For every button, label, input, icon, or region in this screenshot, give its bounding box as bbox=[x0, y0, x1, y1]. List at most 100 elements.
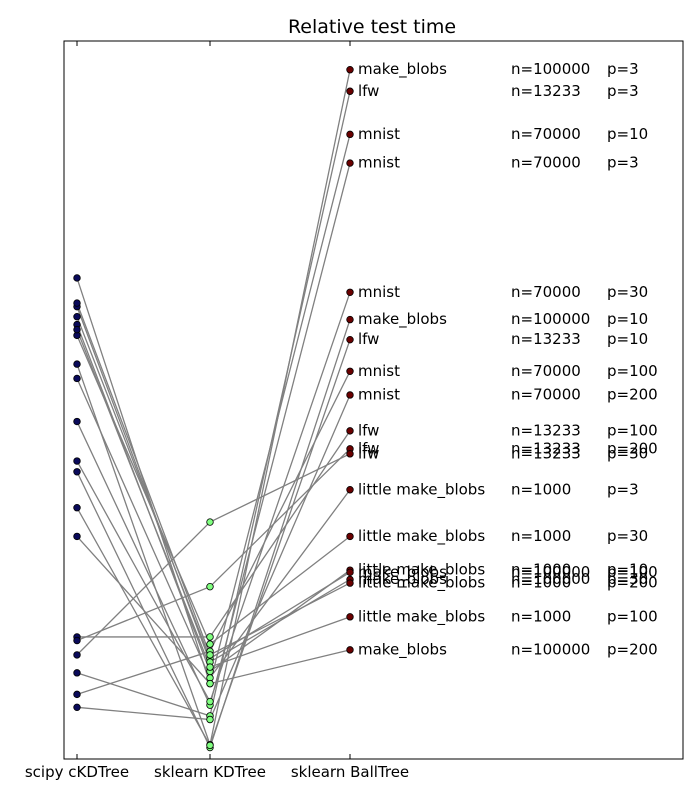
row-label-n-0: n=100000 bbox=[511, 60, 590, 78]
row-label-n-2: n=70000 bbox=[511, 125, 581, 143]
data-point-0-2 bbox=[346, 66, 354, 74]
data-point-19-2 bbox=[346, 646, 354, 654]
data-point-18-1 bbox=[206, 663, 214, 671]
row-label-p-17: p=200 bbox=[607, 574, 658, 592]
x-tick-label-1: sklearn KDTree bbox=[154, 763, 266, 781]
data-point-18-0 bbox=[73, 325, 81, 334]
x-axis-ticks: scipy cKDTree sklearn KDTree sklearn BallT… bbox=[25, 41, 409, 781]
row-label-p-15: p=100 bbox=[607, 563, 658, 581]
row-label-p-9: p=100 bbox=[607, 421, 658, 439]
row-label-name-18: little make_blobs bbox=[358, 607, 485, 626]
data-point-2-0 bbox=[73, 532, 81, 541]
row-label-p-10: p=200 bbox=[607, 439, 658, 457]
row-label-name-3: mnist bbox=[358, 154, 400, 172]
row-label-p-18: p=100 bbox=[607, 607, 658, 625]
row-label-name-10: lfw bbox=[358, 439, 379, 457]
plot-frame bbox=[63, 40, 684, 760]
data-point-4-1 bbox=[206, 697, 214, 706]
row-label-n-10: n=13233 bbox=[511, 439, 581, 457]
data-point-1-2 bbox=[346, 87, 354, 95]
row-label-name-15: make_blobs bbox=[358, 563, 447, 582]
data-point-12-0 bbox=[73, 374, 81, 383]
row-label-p-11: p=30 bbox=[607, 444, 648, 462]
row-label-p-14: p=10 bbox=[607, 561, 648, 579]
row-label-n-17: n=1000 bbox=[511, 574, 571, 592]
row-label-n-13: n=1000 bbox=[511, 527, 571, 545]
row-label-name-5: make_blobs bbox=[358, 310, 447, 329]
row-label-n-9: n=13233 bbox=[511, 421, 581, 439]
data-point-19-0 bbox=[73, 274, 81, 282]
row-label-name-8: mnist bbox=[358, 385, 400, 403]
data-point-4-0 bbox=[73, 457, 81, 465]
data-point-8-1 bbox=[206, 715, 214, 724]
data-points bbox=[73, 66, 354, 752]
row-labels: make_blobs n=100000 p=3 lfw n=13233 p=3 mnist n… bbox=[358, 60, 658, 659]
row-label-name-14: little make_blobs bbox=[358, 561, 485, 580]
data-point-7-0 bbox=[73, 690, 81, 699]
chart-title: Relative test time bbox=[288, 16, 456, 38]
row-label-name-0: make_blobs bbox=[358, 60, 447, 79]
data-point-11-1 bbox=[206, 518, 214, 526]
row-label-p-2: p=10 bbox=[607, 125, 648, 143]
row-label-name-4: mnist bbox=[358, 283, 400, 301]
row-label-n-14: n=1000 bbox=[511, 561, 571, 579]
data-point-17-0 bbox=[73, 299, 81, 307]
row-label-p-5: p=10 bbox=[607, 310, 648, 328]
row-label-n-8: n=70000 bbox=[511, 385, 581, 403]
row-label-p-3: p=3 bbox=[607, 154, 639, 172]
row-label-name-19: make_blobs bbox=[358, 640, 447, 659]
row-label-n-5: n=100000 bbox=[511, 310, 590, 328]
data-point-6-0 bbox=[73, 504, 81, 512]
data-point-11-0 bbox=[73, 651, 81, 659]
row-label-n-3: n=70000 bbox=[511, 154, 581, 172]
row-label-p-8: p=200 bbox=[607, 385, 658, 403]
row-label-p-13: p=30 bbox=[607, 527, 648, 545]
row-label-n-12: n=1000 bbox=[511, 480, 571, 498]
data-point-2-2 bbox=[346, 130, 354, 139]
data-point-3-2 bbox=[346, 159, 354, 167]
row-label-n-6: n=13233 bbox=[511, 330, 581, 348]
row-label-p-7: p=100 bbox=[607, 362, 658, 380]
row-label-p-0: p=3 bbox=[607, 60, 639, 78]
row-label-name-12: little make_blobs bbox=[358, 480, 485, 499]
data-point-19-1 bbox=[206, 679, 214, 688]
data-point-13-1 bbox=[206, 640, 214, 648]
row-label-name-6: lfw bbox=[358, 330, 379, 348]
row-label-name-9: lfw bbox=[358, 421, 379, 439]
data-point-13-2 bbox=[346, 532, 354, 541]
data-point-6-2 bbox=[346, 335, 354, 344]
row-label-name-16: make_blobs bbox=[358, 570, 447, 589]
data-point-15-0 bbox=[73, 313, 81, 321]
row-label-n-7: n=70000 bbox=[511, 362, 581, 380]
data-point-8-0 bbox=[73, 703, 81, 712]
data-point-17-1 bbox=[206, 651, 214, 659]
x-tick-label-0: scipy cKDTree bbox=[25, 763, 129, 781]
data-point-15-2 bbox=[346, 568, 354, 577]
data-point-8-2 bbox=[346, 391, 354, 399]
row-label-name-7: mnist bbox=[358, 362, 400, 380]
row-label-name-13: little make_blobs bbox=[358, 527, 485, 546]
row-label-n-19: n=100000 bbox=[511, 640, 590, 658]
row-label-p-16: p=30 bbox=[607, 570, 648, 588]
row-label-n-18: n=1000 bbox=[511, 607, 571, 625]
data-point-4-2 bbox=[346, 288, 354, 296]
row-label-n-1: n=13233 bbox=[511, 82, 581, 100]
data-point-18-2 bbox=[346, 613, 354, 621]
data-point-7-2 bbox=[346, 367, 354, 375]
row-label-p-12: p=3 bbox=[607, 480, 639, 498]
data-point-12-2 bbox=[346, 486, 354, 494]
row-label-p-1: p=3 bbox=[607, 82, 639, 100]
row-label-n-15: n=100000 bbox=[511, 563, 590, 581]
row-label-p-19: p=200 bbox=[607, 640, 658, 658]
row-label-name-11: lfw bbox=[358, 444, 379, 462]
row-label-name-17: little make_blobs bbox=[358, 574, 485, 593]
data-point-9-2 bbox=[346, 427, 354, 435]
row-label-name-2: mnist bbox=[358, 125, 400, 143]
data-point-17-2 bbox=[346, 579, 354, 587]
row-label-n-4: n=70000 bbox=[511, 283, 581, 301]
data-point-1-0 bbox=[73, 669, 81, 677]
data-point-0-0 bbox=[73, 360, 81, 368]
row-label-name-1: lfw bbox=[358, 82, 379, 100]
data-point-5-0 bbox=[73, 468, 81, 476]
